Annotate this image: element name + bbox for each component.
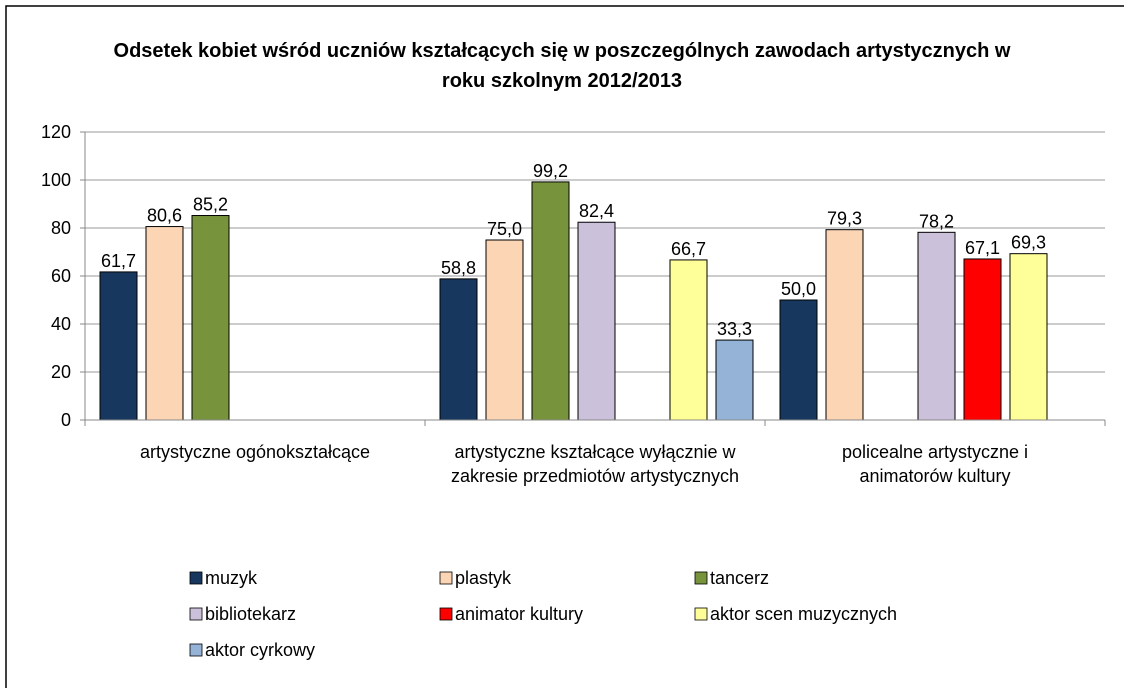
value-label: 67,1 <box>965 238 1000 258</box>
value-label: 85,2 <box>193 195 228 215</box>
bar <box>963 258 1002 421</box>
bar <box>1009 253 1048 421</box>
y-tick-label: 100 <box>41 170 71 190</box>
legend-label: bibliotekarz <box>205 604 296 624</box>
y-tick-label: 80 <box>51 218 71 238</box>
y-tick-label: 20 <box>51 362 71 382</box>
value-label: 79,3 <box>827 209 862 229</box>
legend-swatch <box>439 571 453 585</box>
value-label: 61,7 <box>101 251 136 271</box>
legend-label: tancerz <box>710 568 769 588</box>
y-tick-label: 0 <box>61 410 71 430</box>
value-label: 50,0 <box>781 279 816 299</box>
bar <box>779 299 818 421</box>
bar <box>191 215 230 421</box>
legend-label: aktor scen muzycznych <box>710 604 897 624</box>
value-label: 78,2 <box>919 211 954 231</box>
y-tick-label: 40 <box>51 314 71 334</box>
bar <box>577 221 616 421</box>
legend-label: plastyk <box>455 568 512 588</box>
legend-label: muzyk <box>205 568 258 588</box>
value-label: 99,2 <box>533 161 568 181</box>
value-label: 82,4 <box>579 201 614 221</box>
y-tick-label: 60 <box>51 266 71 286</box>
x-tick-label: policealne artystyczne i animatorów kult… <box>841 442 1029 486</box>
value-label: 33,3 <box>717 319 752 339</box>
legend-swatch <box>694 607 708 621</box>
legend-label: animator kultury <box>455 604 583 624</box>
value-label: 66,7 <box>671 239 706 259</box>
chart-title: Odsetek kobiet wśród uczniów kształcącyc… <box>113 40 1011 92</box>
bar <box>485 239 524 421</box>
legend-swatch <box>189 607 203 621</box>
legend-swatch <box>189 571 203 585</box>
y-tick-label: 120 <box>41 122 71 142</box>
x-tick-label: artystyczne ogónokształcące <box>139 442 371 462</box>
bar <box>669 259 708 421</box>
x-tick-label: artystyczne kształcące wyłącznie w zakre… <box>450 442 740 486</box>
bar <box>145 226 184 421</box>
bar <box>715 339 754 421</box>
bar <box>917 231 956 421</box>
chart-border <box>5 5 1124 688</box>
bar <box>439 278 478 421</box>
legend-swatch <box>439 607 453 621</box>
value-label: 58,8 <box>441 258 476 278</box>
bar <box>531 181 570 421</box>
legend-swatch <box>189 643 203 657</box>
bar <box>825 229 864 421</box>
value-label: 69,3 <box>1011 233 1046 253</box>
legend-label: aktor cyrkowy <box>205 640 315 660</box>
value-label: 75,0 <box>487 219 522 239</box>
bar <box>99 271 138 421</box>
legend-swatch <box>694 571 708 585</box>
value-label: 80,6 <box>147 206 182 226</box>
